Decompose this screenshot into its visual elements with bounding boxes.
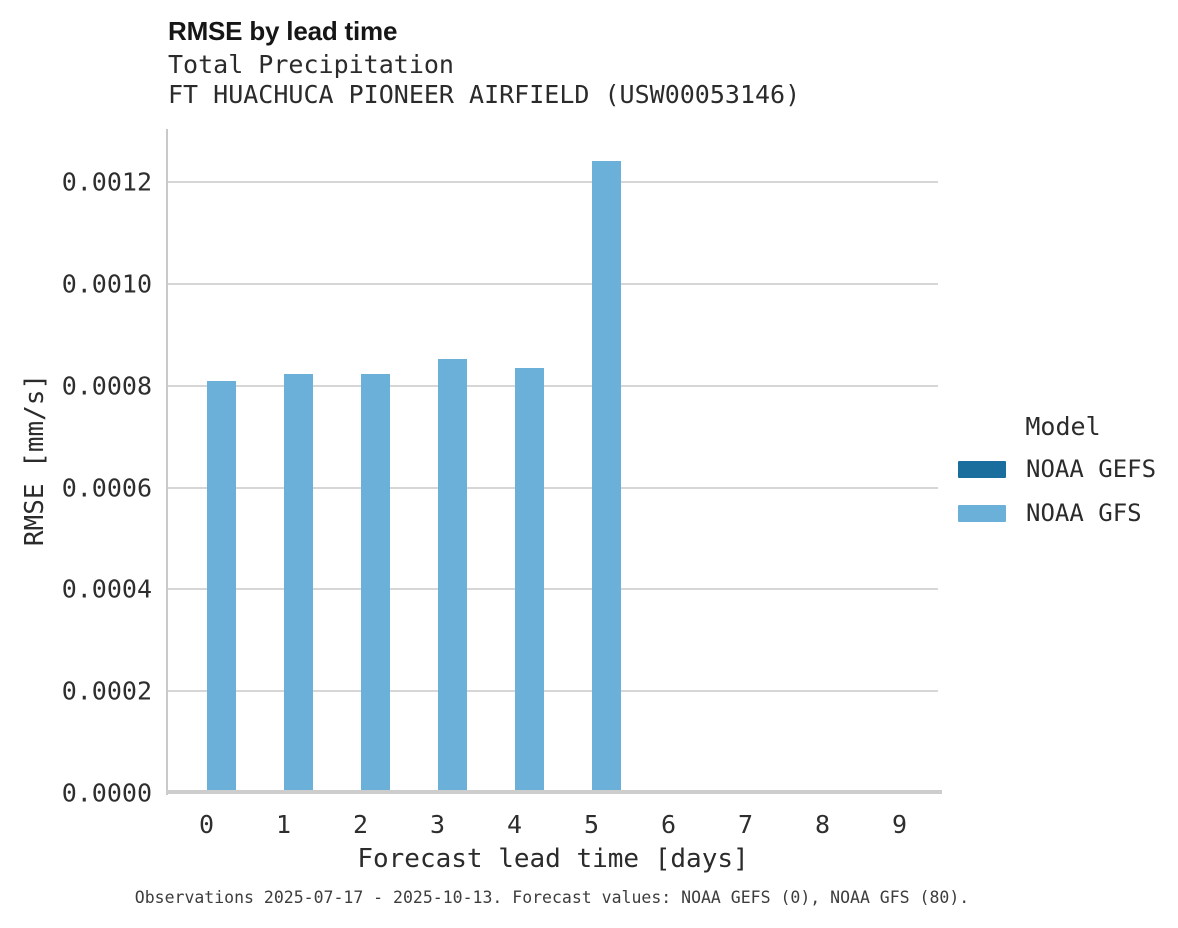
x-tick-label: 1 bbox=[275, 810, 292, 839]
y-tick-label: 0.0010 bbox=[61, 269, 152, 299]
bar-noaa-gfs-lead-1 bbox=[283, 373, 313, 792]
bar-noaa-gfs-lead-3 bbox=[437, 358, 467, 792]
chart-subtitle-station: FT HUACHUCA PIONEER AIRFIELD (USW0005314… bbox=[168, 80, 801, 109]
bar-noaa-gfs-lead-5 bbox=[591, 161, 621, 792]
legend-item: NOAA GEFS bbox=[958, 455, 1168, 483]
x-axis-label: Forecast lead time [days] bbox=[357, 844, 749, 874]
gridline bbox=[168, 588, 938, 591]
y-axis-ticks: 0.0000 0.0002 0.0004 0.0006 0.0008 0.0010 0.00… bbox=[40, 129, 152, 808]
x-tick-label: 5 bbox=[583, 810, 600, 839]
gridline bbox=[168, 384, 938, 387]
bar-noaa-gfs-lead-2 bbox=[360, 373, 390, 792]
bar-noaa-gfs-lead-4 bbox=[514, 368, 544, 792]
x-tick-label: 7 bbox=[737, 810, 754, 839]
x-tick-label: 9 bbox=[891, 810, 908, 839]
y-axis-spine bbox=[166, 129, 168, 795]
legend-item: NOAA GFS bbox=[958, 499, 1168, 527]
legend-item-label: NOAA GFS bbox=[1026, 499, 1142, 527]
y-tick-label: 0.0012 bbox=[61, 167, 152, 197]
plot-area bbox=[166, 129, 942, 795]
y-tick-label: 0.0006 bbox=[61, 473, 152, 503]
x-tick-label: 6 bbox=[660, 810, 677, 839]
x-tick-label: 3 bbox=[429, 810, 446, 839]
x-tick-label: 4 bbox=[506, 810, 523, 839]
gridline bbox=[168, 486, 938, 489]
legend-swatch-icon bbox=[958, 460, 1006, 478]
y-tick-label: 0.0002 bbox=[61, 676, 152, 706]
gridline bbox=[168, 283, 938, 286]
y-tick-label: 0.0008 bbox=[61, 371, 152, 401]
y-tick-label: 0.0004 bbox=[61, 574, 152, 604]
footer-caption: Observations 2025-07-17 - 2025-10-13. Fo… bbox=[134, 888, 970, 907]
chart-title: RMSE by lead time bbox=[168, 16, 398, 46]
legend-title: Model bbox=[1025, 412, 1101, 441]
x-axis-ticks: 0 1 2 3 4 5 6 7 8 9 bbox=[168, 810, 938, 844]
legend-swatch-icon bbox=[958, 504, 1006, 522]
x-tick-label: 0 bbox=[198, 810, 215, 839]
legend: Model NOAA GEFS NOAA GFS bbox=[958, 412, 1168, 543]
x-tick-label: 8 bbox=[814, 810, 831, 839]
legend-items: NOAA GEFS NOAA GFS bbox=[958, 455, 1168, 527]
legend-item-label: NOAA GEFS bbox=[1026, 455, 1157, 483]
bar-noaa-gfs-lead-0 bbox=[206, 381, 236, 792]
gridline bbox=[168, 690, 938, 693]
y-axis-label: RMSE [mm/s] bbox=[20, 373, 50, 547]
gridline bbox=[168, 181, 938, 184]
x-axis-line bbox=[166, 790, 942, 794]
y-tick-label: 0.0000 bbox=[61, 778, 152, 808]
x-tick-label: 2 bbox=[352, 810, 369, 839]
chart-subtitle-variable: Total Precipitation bbox=[168, 50, 454, 79]
